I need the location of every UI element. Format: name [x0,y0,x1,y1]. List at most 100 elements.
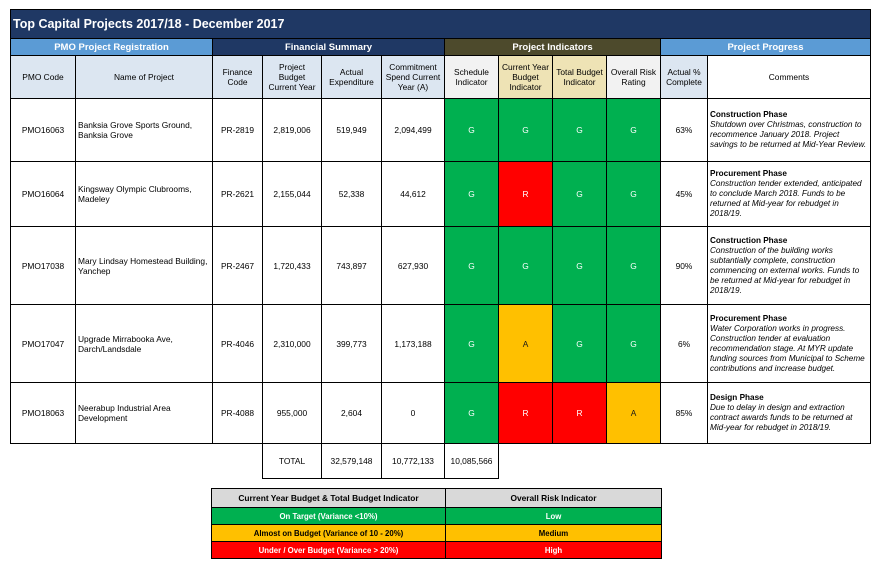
table-row: PMO17038 Mary Lindsay Homestead Building… [10,226,871,305]
group-financial: Financial Summary [212,38,445,56]
actual-value: 519,949 [321,98,382,162]
total-budget-indicator: G [552,98,607,162]
comment-cell: Design Phase Due to delay in design and … [707,382,871,444]
header-schedule: Schedule Indicator [444,55,499,99]
header-comments: Comments [707,55,871,99]
finance-code: PR-2621 [212,161,263,227]
finance-code: PR-4088 [212,382,263,444]
pmo-code: PMO17038 [10,226,76,305]
pmo-code: PMO18063 [10,382,76,444]
risk-indicator: G [606,98,661,162]
legend-green-risk: Low [445,507,662,525]
pct-complete: 63% [660,98,708,162]
actual-value: 743,897 [321,226,382,305]
commitment-value: 0 [381,382,445,444]
total-budget-indicator: G [552,226,607,305]
comment-cell: Construction Phase Construction of the b… [707,226,871,305]
cy-budget-indicator: R [498,382,553,444]
pmo-code: PMO16064 [10,161,76,227]
legend-green-budget: On Target (Variance <10%) [211,507,446,525]
comment-note: Construction of the building works subta… [710,245,860,295]
budget-value: 2,819,006 [262,98,322,162]
comment-note: Due to delay in design and extraction co… [710,403,853,432]
total-label: TOTAL [262,443,322,479]
comment-note: Construction tender extended, anticipate… [710,179,862,218]
risk-indicator: G [606,161,661,227]
budget-value: 2,155,044 [262,161,322,227]
header-actual: Actual Expenditure [321,55,382,99]
pct-complete: 90% [660,226,708,305]
actual-value: 2,604 [321,382,382,444]
budget-value: 955,000 [262,382,322,444]
schedule-indicator: G [444,382,499,444]
comment-cell: Procurement Phase Water Corporation work… [707,304,871,383]
legend-table: Current Year Budget & Total Budget Indic… [211,488,662,559]
table-row: PMO16063 Banksia Grove Sports Ground, Ba… [10,98,871,162]
phase-label: Procurement Phase [710,313,787,323]
comment-note: Shutdown over Christmas, construction to… [710,120,867,149]
header-cy-budget: Current Year Budget Indicator [498,55,553,99]
header-finance-code: Finance Code [212,55,263,99]
header-project-name: Name of Project [75,55,213,99]
pct-complete: 45% [660,161,708,227]
legend-red-budget: Under / Over Budget (Variance > 20%) [211,541,446,559]
comment-cell: Construction Phase Shutdown over Christm… [707,98,871,162]
total-commitment: 10,085,566 [444,443,499,479]
header-pct-complete: Actual % Complete [660,55,708,99]
total-actual: 10,772,133 [381,443,445,479]
commitment-value: 2,094,499 [381,98,445,162]
capital-projects-table: Top Capital Projects 2017/18 - December … [10,9,871,479]
totals-row: TOTAL 32,579,148 10,772,133 10,085,566 [10,443,871,479]
project-name: Neerabup Industrial Area Development [75,382,213,444]
schedule-indicator: G [444,226,499,305]
legend-header-budget: Current Year Budget & Total Budget Indic… [211,488,446,508]
phase-label: Procurement Phase [710,169,787,178]
project-name: Upgrade Mirrabooka Ave, Darch/Landsdale [75,304,213,383]
budget-value: 2,310,000 [262,304,322,383]
cy-budget-indicator: G [498,226,553,305]
legend-amber-budget: Almost on Budget (Variance of 10 - 20%) [211,524,446,542]
pct-complete: 6% [660,304,708,383]
total-budget-indicator: G [552,161,607,227]
legend-red-risk: High [445,541,662,559]
project-name: Mary Lindsay Homestead Building, Yanchep [75,226,213,305]
pmo-code: PMO16063 [10,98,76,162]
project-name: Kingsway Olympic Clubrooms, Madeley [75,161,213,227]
schedule-indicator: G [444,98,499,162]
table-row: PMO17047 Upgrade Mirrabooka Ave, Darch/L… [10,304,871,383]
budget-value: 1,720,433 [262,226,322,305]
header-pmo-code: PMO Code [10,55,76,99]
risk-indicator: G [606,304,661,383]
phase-label: Construction Phase [710,235,788,245]
header-risk: Overall Risk Rating [606,55,661,99]
commitment-value: 627,930 [381,226,445,305]
total-budget: 32,579,148 [321,443,382,479]
schedule-indicator: G [444,304,499,383]
header-commitment: Commitment Spend Current Year (A) [381,55,445,99]
cy-budget-indicator: R [498,161,553,227]
legend-header-risk: Overall Risk Indicator [445,488,662,508]
actual-value: 52,338 [321,161,382,227]
header-budget: Project Budget Current Year [262,55,322,99]
pmo-code: PMO17047 [10,304,76,383]
actual-value: 399,773 [321,304,382,383]
cy-budget-indicator: A [498,304,553,383]
comment-cell: Procurement Phase Construction tender ex… [707,161,871,227]
phase-label: Construction Phase [710,110,788,119]
legend-amber-risk: Medium [445,524,662,542]
pct-complete: 85% [660,382,708,444]
finance-code: PR-2819 [212,98,263,162]
group-indicators: Project Indicators [444,38,661,56]
cy-budget-indicator: G [498,98,553,162]
phase-label: Design Phase [710,393,764,402]
report-title: Top Capital Projects 2017/18 - December … [10,9,871,39]
commitment-value: 1,173,188 [381,304,445,383]
comment-note: Water Corporation works in progress. Con… [710,323,865,373]
table-row: PMO18063 Neerabup Industrial Area Develo… [10,382,871,444]
total-budget-indicator: R [552,382,607,444]
total-budget-indicator: G [552,304,607,383]
finance-code: PR-2467 [212,226,263,305]
project-name: Banksia Grove Sports Ground, Banksia Gro… [75,98,213,162]
table-row: PMO16064 Kingsway Olympic Clubrooms, Mad… [10,161,871,227]
schedule-indicator: G [444,161,499,227]
